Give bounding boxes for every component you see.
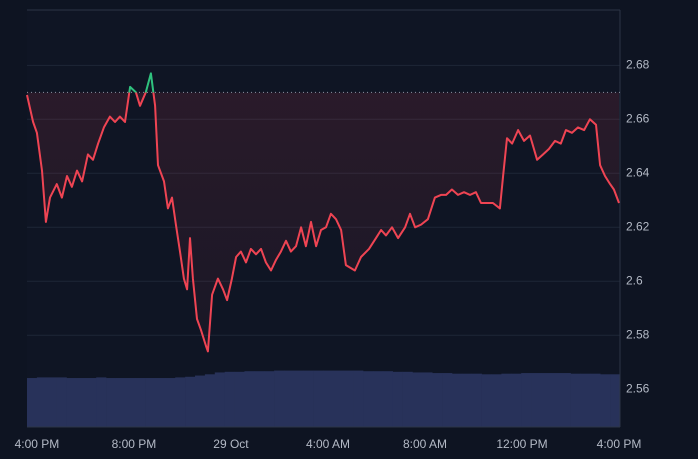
x-tick-label: 4:00 AM <box>306 437 350 451</box>
volume-bar <box>343 370 354 427</box>
volume-bar <box>36 377 48 427</box>
volume-bar <box>471 373 482 427</box>
volume-bar <box>185 376 196 427</box>
volume-bar <box>125 378 137 427</box>
x-tick-label: 12:00 PM <box>496 437 547 451</box>
x-tick-label: 4:00 PM <box>15 437 60 451</box>
volume-bar <box>96 377 107 427</box>
volume-bar <box>521 373 532 427</box>
volume-bar <box>550 373 561 427</box>
volume-bar <box>115 378 127 427</box>
volume-bar <box>56 377 67 427</box>
volume-bar <box>234 371 245 427</box>
volume-bar <box>382 371 393 427</box>
y-tick-label: 2.6 <box>626 273 643 287</box>
volume-bar <box>106 378 117 427</box>
area-fill <box>27 73 619 352</box>
x-tick-label: 8:00 AM <box>403 437 447 451</box>
volume-bar <box>303 370 314 427</box>
volume-bar <box>353 370 364 427</box>
volume-bar <box>175 377 186 427</box>
price-line <box>26 72 620 353</box>
volume-bar <box>224 371 235 427</box>
volume-bar <box>66 378 77 427</box>
volume-bar <box>293 370 305 427</box>
volume-bar <box>363 371 374 427</box>
volume-bar <box>511 373 522 427</box>
y-tick-label: 2.68 <box>626 58 650 72</box>
volume-bar <box>372 371 384 427</box>
volume-bar <box>204 374 216 427</box>
volume-bar <box>313 370 324 427</box>
volume-bar <box>501 373 512 427</box>
y-tick-label: 2.64 <box>626 165 650 179</box>
x-tick-label: 29 Oct <box>213 437 249 451</box>
volume-bar <box>531 373 542 427</box>
volume-bar <box>392 371 403 427</box>
volume-bar <box>610 374 621 427</box>
x-tick-label: 8:00 PM <box>112 437 157 451</box>
volume-bar <box>283 370 295 427</box>
volume-bar <box>214 372 225 427</box>
volume-bar <box>155 378 166 427</box>
y-tick-label: 2.56 <box>626 381 650 395</box>
x-tick-label: 4:00 PM <box>597 437 642 451</box>
volume-bar <box>195 375 206 427</box>
volume-bar <box>580 373 591 427</box>
volume-bar <box>46 377 57 427</box>
volume-bar <box>491 374 502 427</box>
volume-bar <box>254 371 265 427</box>
y-tick-label: 2.62 <box>626 219 650 233</box>
volume-bar <box>244 371 255 427</box>
y-tick-label: 2.58 <box>626 327 650 341</box>
volume-bar <box>264 371 275 427</box>
volume-bar <box>590 373 601 427</box>
volume-bar <box>570 373 581 427</box>
volume-bar <box>481 374 492 427</box>
volume-bar <box>333 370 344 427</box>
volume-bar <box>600 374 611 427</box>
volume-bar <box>560 373 571 427</box>
volume-bar <box>27 378 38 427</box>
volume-bar <box>135 378 146 427</box>
volume-bar <box>323 370 334 427</box>
volume-bar <box>86 378 97 427</box>
volume-bar <box>165 378 176 427</box>
volume-bar <box>274 370 285 427</box>
volume-bar <box>451 373 463 427</box>
volume-bar <box>412 372 423 427</box>
volume-bar <box>402 371 413 427</box>
volume-bar <box>540 373 552 427</box>
volume-bar <box>422 372 433 427</box>
volume-bar <box>432 373 443 427</box>
volume-bar <box>145 378 156 427</box>
volume-bar <box>442 373 453 427</box>
volume-bar <box>76 378 87 427</box>
volume-bar <box>461 373 473 427</box>
y-tick-label: 2.66 <box>626 111 650 125</box>
